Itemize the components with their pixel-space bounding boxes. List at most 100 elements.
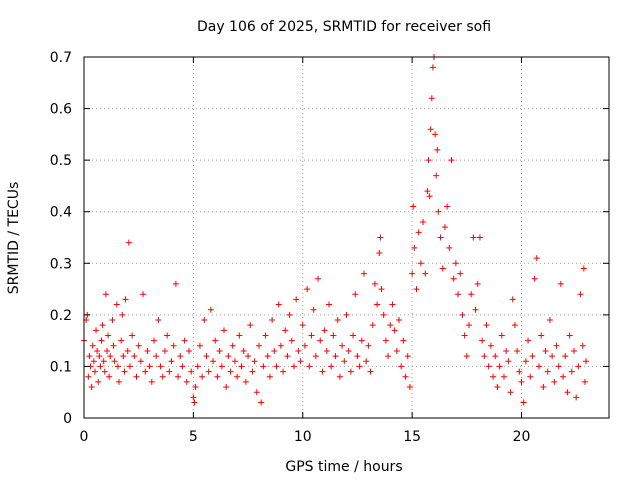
data-point [417,260,424,267]
data-point [374,301,381,308]
data-point [441,224,448,231]
data-point [323,347,330,354]
data-point [236,332,243,339]
data-point [352,291,359,298]
data-point [240,347,247,354]
x-tick-label: 5 [189,429,198,445]
data-point [474,280,481,287]
data-point [402,373,409,380]
data-point [459,311,466,318]
data-point [529,353,536,360]
data-point [229,342,236,349]
data-point [463,353,470,360]
data-point [116,378,122,385]
data-point [190,394,197,401]
data-point [505,358,512,365]
data-point [109,317,116,324]
data-point [461,332,468,339]
data-point [312,353,319,360]
y-tick-label: 0.1 [50,359,72,375]
data-point [186,347,192,354]
data-point [336,373,343,380]
data-point [531,275,538,282]
data-point [192,384,199,391]
data-point [121,368,128,375]
data-point [496,363,503,370]
data-point [293,296,300,303]
data-point [288,337,295,344]
data-point [422,270,429,277]
data-point [269,317,276,324]
data-point [546,317,553,324]
data-point [522,358,529,365]
data-point [409,270,416,277]
data-point [439,265,446,272]
data-point [106,373,113,380]
data-point [328,363,335,370]
y-axis-ticks: 0 0.1 0.2 0.3 0.4 0.5 0.6 0.7 [50,50,609,427]
x-tick-label: 10 [294,429,312,445]
data-point [564,389,571,396]
data-point [166,368,173,375]
data-point [347,368,354,375]
data-point [434,146,441,153]
y-tick-label: 0 [63,411,72,427]
data-point [444,203,451,210]
data-point [380,311,387,318]
y-tick-label: 0.2 [50,308,72,324]
data-point [131,353,138,360]
data-point [247,322,254,329]
data-point [315,275,322,282]
data-point [95,378,102,385]
data-point [413,286,420,293]
data-point [170,342,177,349]
data-point [266,373,273,380]
data-point [411,244,418,251]
data-point [466,322,472,329]
data-point [275,301,282,308]
data-point [468,291,475,298]
data-point [361,270,367,277]
data-point [118,337,125,344]
data-point [199,373,206,380]
data-point [146,363,153,370]
data-point [562,353,569,360]
y-tick-label: 0.7 [50,50,72,66]
x-axis-label: GPS time / hours [285,459,402,475]
data-point [96,353,103,360]
data-point [242,378,249,385]
data-point [97,363,104,370]
data-point [212,337,219,344]
data-point [223,384,230,391]
data-point [103,347,110,354]
data-point [511,322,518,329]
data-point [371,280,378,287]
data-point [260,363,267,370]
data-point [485,363,492,370]
data-point [472,306,479,313]
data-point [225,353,232,360]
data-point [404,353,411,360]
data-point [494,384,501,391]
data-point [297,358,304,365]
data-point [553,342,560,349]
data-point [481,353,488,360]
data-point [343,311,350,318]
data-point [317,337,324,344]
data-point [334,317,341,324]
data-point [507,389,514,396]
data-point [308,332,315,339]
data-point [345,347,352,354]
data-point [476,234,483,241]
data-point [516,368,523,375]
data-point [245,353,252,360]
data-point [201,317,208,324]
data-point [284,353,291,360]
data-point [188,368,195,375]
data-point [437,234,444,241]
data-point [151,337,157,344]
data-point [455,291,462,298]
data-point [286,311,293,318]
data-point [100,358,107,365]
data-point [365,342,372,349]
